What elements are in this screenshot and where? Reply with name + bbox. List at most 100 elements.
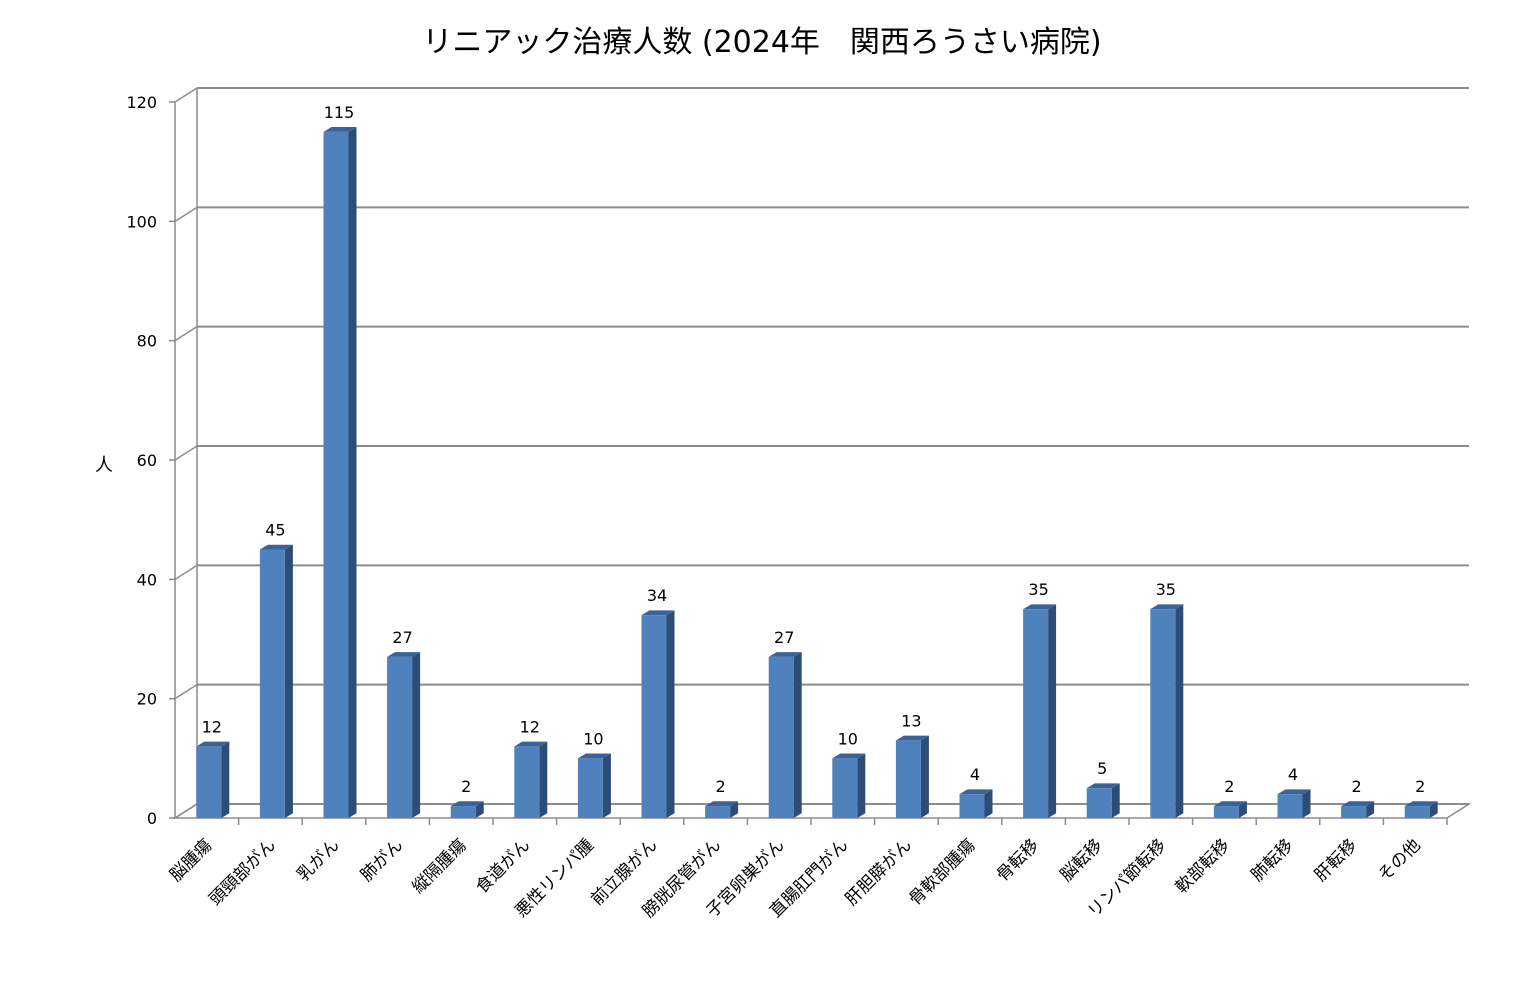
y-tick-label: 20	[137, 690, 157, 709]
data-label: 4	[970, 765, 980, 784]
y-tick-label: 120	[126, 93, 157, 112]
bar-side	[730, 801, 739, 818]
bar-top	[832, 753, 866, 759]
bar-side	[1366, 801, 1375, 818]
bar	[1404, 806, 1430, 818]
bar-side	[857, 753, 866, 818]
data-label: 2	[716, 777, 726, 796]
bar-side	[475, 801, 484, 818]
gridlines	[174, 87, 1469, 819]
bar	[387, 656, 413, 818]
bar-top	[959, 789, 993, 795]
bar	[450, 806, 476, 818]
gridline-depth	[174, 206, 198, 222]
bar-side	[1048, 604, 1057, 818]
data-label: 12	[520, 717, 540, 736]
data-label: 35	[1156, 580, 1176, 599]
bar-side	[284, 544, 293, 818]
x-category-label: 骨転移	[993, 835, 1043, 885]
bar	[1023, 609, 1049, 818]
bar-top	[1341, 801, 1375, 807]
x-category-label: 縦隔腫瘍	[409, 835, 471, 897]
data-label: 12	[202, 717, 222, 736]
data-label: 45	[265, 521, 285, 540]
y-tick-label: 80	[137, 332, 157, 351]
bar-side	[793, 652, 802, 818]
bar	[323, 131, 349, 819]
bar	[1341, 806, 1367, 818]
bar-top	[895, 735, 929, 741]
bar	[768, 656, 794, 818]
axes	[169, 88, 1472, 825]
chart-title: リニアック治療人数 (2024年 関西ろうさい病院)	[422, 25, 1101, 60]
data-label: 34	[647, 586, 667, 605]
bar-top	[1023, 604, 1057, 610]
bar-side	[412, 652, 421, 818]
bar-side	[602, 753, 611, 818]
data-label: 2	[1415, 777, 1425, 796]
bar	[705, 806, 731, 818]
data-label: 10	[583, 729, 603, 748]
bar	[514, 746, 540, 818]
data-label: 2	[1224, 777, 1234, 796]
bar-top	[387, 652, 421, 657]
bar-top	[577, 753, 611, 759]
gridline-depth	[174, 445, 198, 461]
x-category-label: 脳腫瘍	[166, 835, 216, 885]
bar	[895, 740, 921, 818]
y-tick-label: 60	[137, 451, 157, 470]
data-label: 115	[324, 103, 355, 122]
x-category-label: 肺転移	[1247, 835, 1297, 885]
bar-top	[323, 127, 357, 132]
bar-top	[514, 741, 548, 747]
bar-top	[259, 544, 293, 550]
bar-side	[1238, 801, 1247, 818]
bar-top	[196, 741, 230, 747]
bar	[832, 758, 858, 818]
gridline-depth	[174, 326, 198, 342]
data-label: 4	[1288, 765, 1298, 784]
bar-side	[984, 789, 993, 818]
bar-top	[450, 801, 484, 807]
y-tick-label: 40	[137, 570, 157, 589]
bars	[196, 127, 1438, 819]
bar	[577, 758, 603, 818]
bar-side	[348, 127, 357, 819]
data-label: 2	[461, 777, 471, 796]
data-label: 10	[838, 729, 858, 748]
data-label: 5	[1097, 759, 1107, 778]
bar-side	[221, 741, 230, 818]
bar-top	[1404, 801, 1438, 807]
bar	[1277, 794, 1303, 818]
gridline-depth	[174, 684, 198, 700]
bar-side	[539, 741, 548, 818]
bar-top	[641, 610, 675, 616]
bar	[196, 746, 222, 818]
bar-side	[1175, 604, 1184, 818]
bar-top	[705, 801, 739, 807]
bar	[1150, 609, 1176, 818]
bar	[1086, 788, 1112, 818]
data-label: 35	[1028, 580, 1048, 599]
y-tick-label: 100	[126, 212, 157, 231]
bar	[641, 615, 667, 818]
bar-top	[1213, 801, 1247, 807]
x-category-label: 脳転移	[1057, 835, 1107, 885]
y-tick-label: 0	[147, 809, 157, 828]
bar-side	[1302, 789, 1311, 818]
bar	[259, 549, 285, 818]
bar-top	[1277, 789, 1311, 795]
bar-top	[1150, 604, 1184, 610]
bar-side	[1429, 801, 1438, 818]
x-category-label: 食道がん	[472, 835, 534, 897]
bar-side	[920, 735, 929, 818]
data-label: 27	[774, 628, 794, 647]
x-category-label: その他	[1375, 835, 1425, 885]
x-category-label: 乳がん	[293, 835, 343, 885]
x-category-label: 頭頸部がん	[206, 835, 280, 909]
bar	[959, 794, 985, 818]
bar-side	[666, 610, 675, 818]
floor	[172, 803, 1472, 819]
